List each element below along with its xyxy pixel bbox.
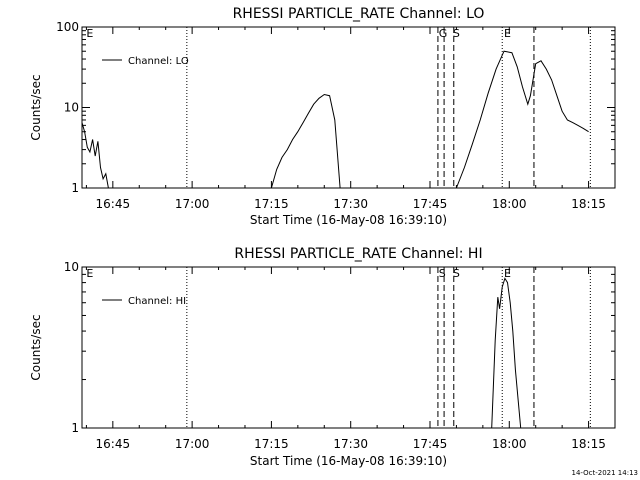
x-axis-label: Start Time (16-May-08 16:39:10) bbox=[250, 454, 447, 468]
event-marker: S bbox=[453, 267, 460, 280]
event-marker: E bbox=[504, 267, 511, 280]
chart-title: RHESSI PARTICLE_RATE Channel: HI bbox=[234, 246, 482, 262]
series-line bbox=[491, 277, 522, 429]
y-tick-label: 10 bbox=[64, 260, 79, 274]
series-line bbox=[455, 50, 589, 189]
x-tick-label: 17:15 bbox=[254, 437, 289, 451]
y-tick-label: 1 bbox=[71, 181, 79, 195]
y-tick-label: 100 bbox=[56, 20, 79, 34]
x-tick-label: 17:15 bbox=[254, 197, 289, 211]
y-axis-label: Counts/sec bbox=[29, 74, 43, 140]
x-tick-label: 18:00 bbox=[492, 197, 527, 211]
y-tick-label: 10 bbox=[64, 101, 79, 115]
event-marker: E bbox=[504, 27, 511, 40]
x-tick-label: 18:00 bbox=[492, 437, 527, 451]
footer-timestamp: 14-Oct-2021 14:13 bbox=[572, 469, 638, 477]
legend-label: Channel: LO bbox=[128, 56, 189, 67]
series-line bbox=[270, 93, 341, 189]
event-marker: S bbox=[439, 267, 446, 280]
legend-label: Channel: HI bbox=[128, 296, 186, 307]
x-tick-label: 17:30 bbox=[333, 197, 368, 211]
event-marker: E bbox=[86, 267, 93, 280]
chart-panel-1: RHESSI PARTICLE_RATE Channel: LO Start Ti… bbox=[29, 6, 616, 227]
x-tick-label: 17:45 bbox=[413, 437, 448, 451]
x-tick-label: 17:00 bbox=[175, 437, 210, 451]
event-marker: G bbox=[439, 27, 448, 40]
x-tick-label: 16:45 bbox=[96, 437, 131, 451]
event-marker: S bbox=[453, 27, 460, 40]
x-tick-label: 18:15 bbox=[571, 437, 606, 451]
event-marker: E bbox=[86, 27, 93, 40]
x-tick-label: 16:45 bbox=[96, 197, 131, 211]
x-tick-label: 17:45 bbox=[413, 197, 448, 211]
x-tick-label: 18:15 bbox=[571, 197, 606, 211]
chart-panel-2: RHESSI PARTICLE_RATE Channel: HI Start Ti… bbox=[29, 246, 616, 468]
series-line bbox=[81, 122, 109, 189]
plot-frame bbox=[81, 26, 616, 189]
plot-frame bbox=[81, 266, 616, 429]
y-axis-label: Counts/sec bbox=[29, 314, 43, 380]
y-tick-label: 1 bbox=[71, 421, 79, 435]
chart-title: RHESSI PARTICLE_RATE Channel: LO bbox=[233, 6, 485, 22]
x-tick-label: 17:00 bbox=[175, 197, 210, 211]
x-axis-label: Start Time (16-May-08 16:39:10) bbox=[250, 213, 447, 227]
x-tick-label: 17:30 bbox=[333, 437, 368, 451]
